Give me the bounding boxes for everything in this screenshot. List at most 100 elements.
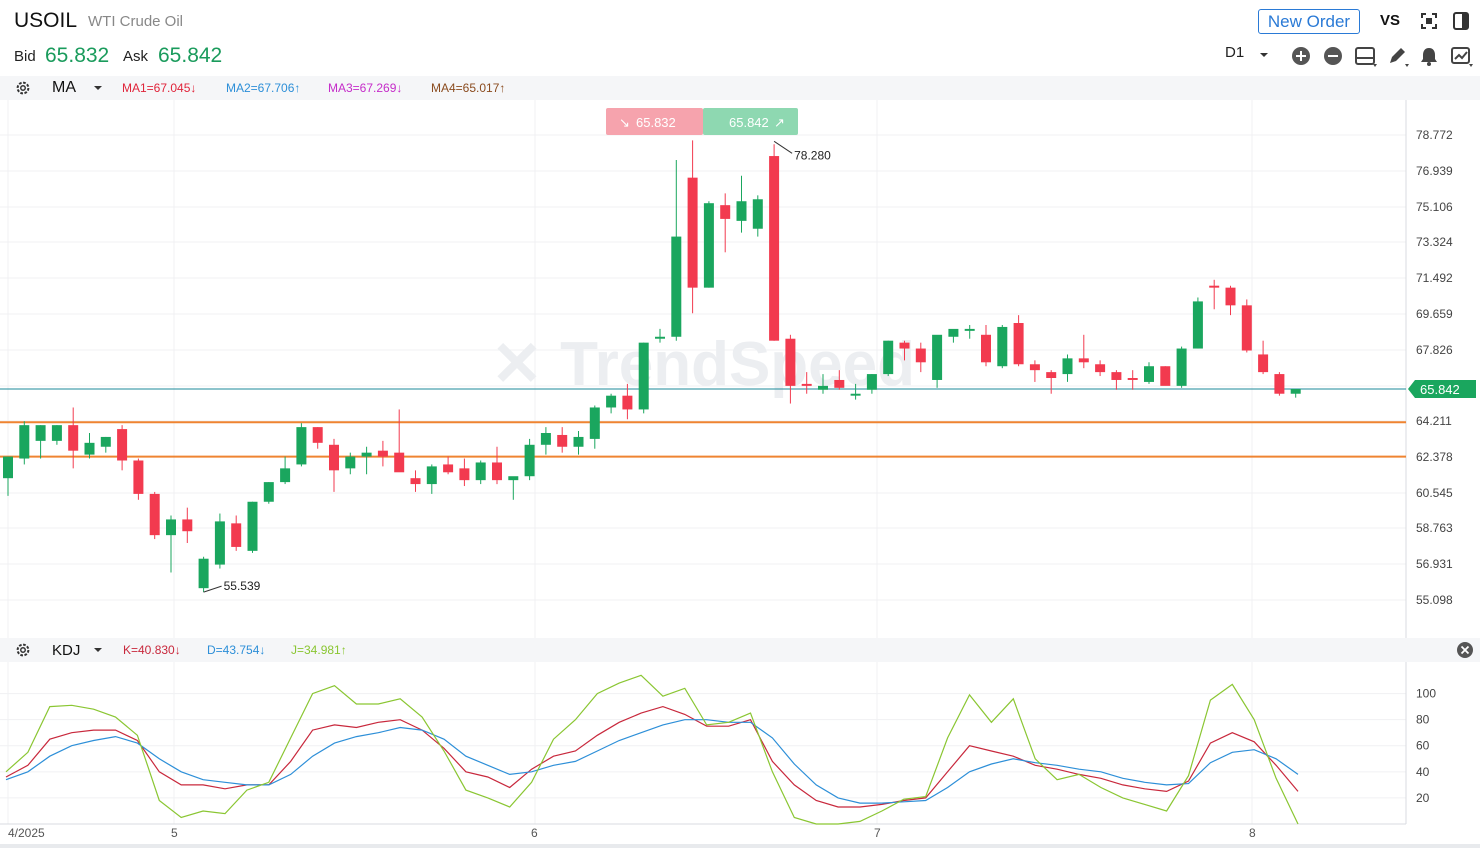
new-order-button[interactable]: New Order xyxy=(1258,9,1360,34)
candle-body xyxy=(1078,358,1089,363)
candle xyxy=(1241,299,1252,353)
buy-quote-bg[interactable] xyxy=(703,108,798,135)
zoom-out-icon[interactable] xyxy=(1323,46,1343,66)
date-tick-label: 4/2025 xyxy=(8,826,45,840)
close-icon[interactable] xyxy=(1456,641,1474,659)
buy-quote[interactable]: 65.842 xyxy=(729,115,769,130)
candle-body xyxy=(247,501,258,551)
candle-body xyxy=(508,476,519,481)
candle xyxy=(68,407,79,469)
candle xyxy=(19,421,30,465)
indicator-chart-icon[interactable] xyxy=(1451,46,1475,68)
candle xyxy=(1258,340,1269,375)
price-chart[interactable]: ✕ TrendSpeed 78.280 55.539 78.772 76.939 75… xyxy=(0,100,1480,638)
candle xyxy=(149,491,160,540)
kdj-tick-label: 80 xyxy=(1416,713,1430,727)
bell-alert-icon[interactable] xyxy=(1419,46,1439,66)
candle xyxy=(785,334,796,404)
gear-icon[interactable] xyxy=(14,641,32,659)
last-price-tag xyxy=(1408,379,1476,398)
candle xyxy=(850,383,861,400)
candle xyxy=(100,436,111,453)
candle-body xyxy=(589,407,600,439)
candle-body xyxy=(1176,348,1187,386)
candle xyxy=(997,324,1008,369)
candle xyxy=(329,438,339,492)
candle xyxy=(736,175,747,233)
candle-body xyxy=(671,236,682,337)
candle xyxy=(703,201,714,288)
price-tick-label: 71.492 xyxy=(1416,271,1453,285)
timeframe-selector[interactable]: D1 xyxy=(1225,44,1245,61)
ma3-value: MA3=67.269↓ xyxy=(328,81,403,95)
main-indicator-name[interactable]: MA xyxy=(52,79,76,96)
candle-body xyxy=(1127,378,1138,380)
candle-body xyxy=(540,433,551,445)
quote-box[interactable]: ↘ 65.832 65.842 ↗ xyxy=(606,108,798,135)
candle xyxy=(263,482,274,504)
high-label: 78.280 xyxy=(794,148,831,162)
candle-body xyxy=(149,493,160,536)
candle-body xyxy=(443,464,454,473)
candle xyxy=(1111,370,1122,390)
candle xyxy=(948,328,959,343)
candle-body xyxy=(964,328,975,331)
draw-pencil-icon[interactable] xyxy=(1387,46,1411,68)
layout-icon[interactable] xyxy=(1355,46,1379,68)
low-label: 55.539 xyxy=(224,579,261,593)
price-tick-label: 58.763 xyxy=(1416,521,1453,535)
candle xyxy=(426,464,437,494)
candle xyxy=(1160,366,1171,386)
candle-body xyxy=(1144,366,1154,382)
j-value: J=34.981↑ xyxy=(291,643,347,657)
candle xyxy=(883,340,894,377)
date-tick-label: 5 xyxy=(171,826,178,840)
candle xyxy=(769,144,780,341)
chevron-down-icon[interactable] xyxy=(92,84,104,94)
kdj-plot-bg xyxy=(0,662,1406,824)
candle-body xyxy=(981,334,991,363)
sub-indicator-name[interactable]: KDJ xyxy=(52,642,81,659)
candle-body xyxy=(1209,285,1220,288)
candle xyxy=(198,556,209,593)
candle xyxy=(606,393,617,414)
sell-quote[interactable]: 65.832 xyxy=(636,115,676,130)
last-price-label: 65.842 xyxy=(1420,382,1460,397)
candle-body xyxy=(785,338,796,386)
chevron-down-icon[interactable] xyxy=(1258,50,1270,60)
candle-body xyxy=(263,482,274,502)
candle xyxy=(377,440,388,467)
candle-body xyxy=(687,177,698,288)
kdj-tick-label: 60 xyxy=(1416,739,1430,753)
date-axis: 4/2025 5 6 7 8 xyxy=(0,825,1480,848)
candle-body xyxy=(1013,323,1024,365)
candle-body xyxy=(377,450,388,457)
candle xyxy=(1144,362,1154,384)
price-plot-bg xyxy=(0,100,1406,638)
candle xyxy=(1046,370,1057,394)
gear-icon[interactable] xyxy=(14,79,32,97)
candle xyxy=(671,159,682,341)
candle-body xyxy=(198,558,209,589)
chevron-down-icon[interactable] xyxy=(92,646,104,656)
price-tick-label: 64.211 xyxy=(1416,414,1452,428)
kdj-chart[interactable]: 100 80 60 40 20 4/2025 5 6 7 8 xyxy=(0,662,1480,848)
candle xyxy=(280,456,291,485)
header: USOIL WTI Crude Oil Bid 65.832 Ask 65.84… xyxy=(0,0,1480,76)
candle xyxy=(655,328,665,343)
candle-body xyxy=(606,395,617,408)
zoom-in-icon[interactable] xyxy=(1291,46,1311,66)
candle-body xyxy=(492,462,502,481)
panel-toggle-icon[interactable] xyxy=(1452,11,1470,31)
candle xyxy=(720,193,731,253)
vs-button[interactable]: VS xyxy=(1380,12,1401,29)
candle-body xyxy=(818,385,828,390)
candle xyxy=(508,476,519,500)
candle-body xyxy=(1290,389,1301,394)
price-tick-label: 60.545 xyxy=(1416,486,1453,500)
candle-body xyxy=(3,456,13,479)
sell-quote-bg[interactable] xyxy=(606,108,703,135)
fullscreen-icon[interactable] xyxy=(1420,12,1438,30)
candle xyxy=(1225,285,1236,316)
candle xyxy=(51,425,62,445)
